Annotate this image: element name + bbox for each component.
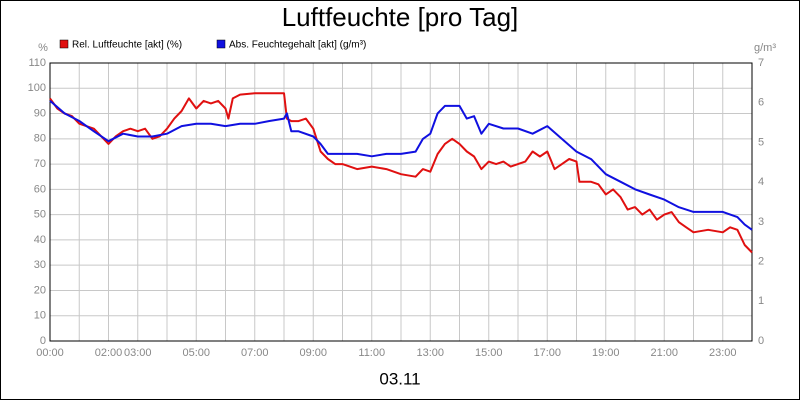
x-tick-label: 17:00 [533, 347, 561, 359]
x-tick-label: 09:00 [299, 347, 327, 359]
y-tick-label: 40 [34, 234, 46, 246]
plot-frame [49, 62, 753, 342]
x-tick-label: 05:00 [182, 347, 210, 359]
y-tick-label: 80 [34, 133, 46, 145]
y-tick-label: 60 [34, 183, 46, 195]
x-axis-label: 03.11 [379, 369, 420, 388]
y-tick-label: 50 [34, 209, 46, 221]
x-tick-label: 13:00 [416, 347, 444, 359]
legend-label: Rel. Luftfeuchte [akt] (%) [72, 40, 182, 51]
y-axis-label: % [38, 42, 48, 54]
y2-tick-label: 1 [758, 295, 764, 307]
y-tick-label: 100 [28, 82, 46, 94]
y2-tick-label: 7 [758, 57, 764, 69]
y-tick-label: 90 [34, 107, 46, 119]
x-tick-label: 23:00 [709, 347, 737, 359]
y2-axis-label: g/m³ [754, 42, 776, 54]
y-tick-label: 110 [28, 57, 46, 69]
x-tick-label: 02:00 [95, 347, 123, 359]
x-tick-label: 07:00 [241, 347, 269, 359]
x-tick-label: 11:00 [358, 347, 385, 359]
y-tick-label: 20 [34, 284, 46, 296]
x-tick-label: 21:00 [650, 347, 678, 359]
chart-title: Luftfeuchte [pro Tag] [282, 2, 519, 32]
y-tick-label: 70 [34, 158, 46, 170]
y-tick-label: 10 [34, 310, 46, 322]
legend-swatch [216, 39, 226, 49]
y2-tick-label: 6 [758, 97, 764, 109]
series-line [49, 92, 753, 254]
x-tick-label: 00:00 [36, 347, 64, 359]
y2-tick-label: 4 [758, 176, 764, 188]
y2-tick-label: 2 [758, 255, 764, 267]
x-tick-label: 15:00 [475, 347, 503, 359]
y2-tick-label: 5 [758, 136, 764, 148]
x-tick-label: 19:00 [592, 347, 620, 359]
legend-swatch [59, 39, 69, 49]
series-line [49, 99, 753, 231]
y2-tick-label: 0 [758, 335, 764, 347]
y-tick-label: 30 [34, 259, 46, 271]
x-tick-label: 03:00 [124, 347, 152, 359]
y-tick-label: 0 [40, 335, 46, 347]
y2-tick-label: 3 [758, 216, 764, 228]
legend-label: Abs. Feuchtegehalt [akt] (g/m³) [229, 40, 366, 51]
